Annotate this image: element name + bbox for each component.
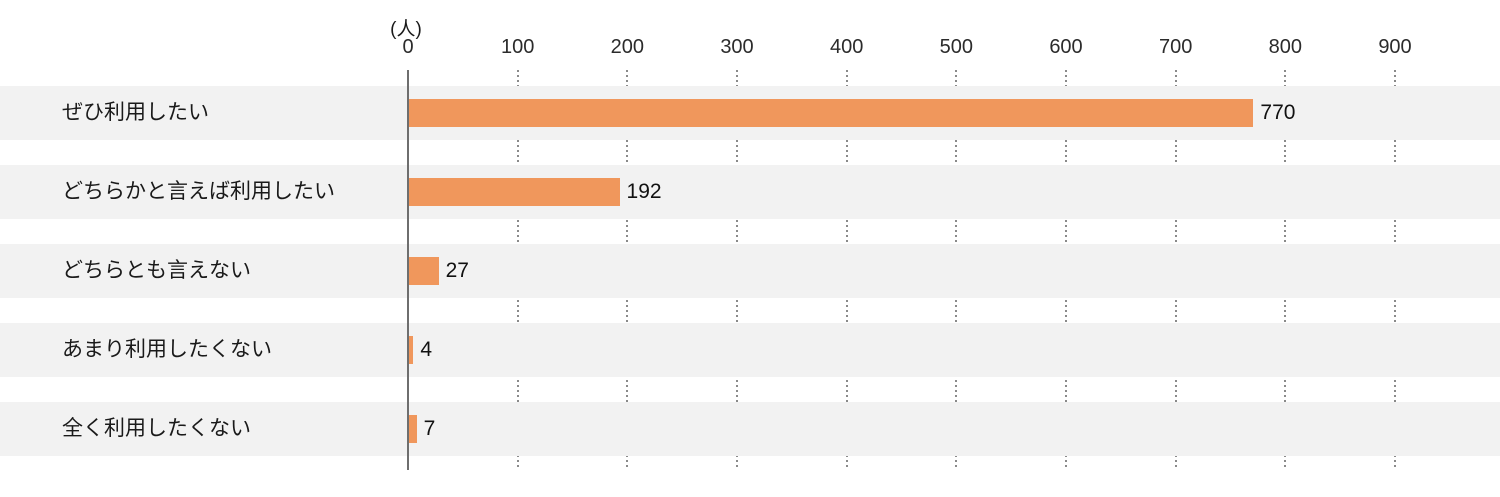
x-tick-label: 700 [1158, 36, 1193, 58]
bar [409, 257, 439, 285]
category-label: どちらかと言えば利用したい [62, 180, 335, 203]
category-label: ぜひ利用したい [62, 101, 209, 124]
bar [409, 99, 1254, 127]
bar [409, 415, 417, 443]
x-tick-label: 200 [610, 36, 645, 58]
bar [409, 336, 414, 364]
x-tick-label: 400 [829, 36, 864, 58]
value-label: 7 [423, 417, 436, 440]
x-tick-label: 600 [1049, 36, 1083, 58]
value-label: 770 [1260, 101, 1296, 124]
x-tick-label: 500 [939, 36, 974, 58]
category-label: 全く利用したくない [62, 417, 251, 440]
category-label: あまり利用したくない [62, 338, 272, 361]
value-label: 4 [420, 338, 433, 361]
value-label: 27 [445, 259, 469, 282]
x-tick-label: 800 [1268, 36, 1303, 58]
x-tick-label: 0 [402, 36, 414, 58]
x-tick-label: 900 [1378, 36, 1412, 58]
row-band: どちらとも言えない 27 [0, 244, 1500, 298]
row-band: ぜひ利用したい 770 [0, 86, 1500, 140]
x-tick-label: 300 [720, 36, 754, 58]
bar [409, 178, 620, 206]
row-band: 全く利用したくない 7 [0, 402, 1500, 456]
row-band: あまり利用したくない 4 [0, 323, 1500, 377]
x-tick-label: 100 [500, 36, 535, 58]
category-label: どちらとも言えない [62, 259, 251, 282]
value-label: 192 [626, 180, 662, 203]
row-band: どちらかと言えば利用したい 192 [0, 165, 1500, 219]
zero-axis-line [406, 70, 409, 470]
axis-unit-label: (人) [390, 19, 422, 40]
